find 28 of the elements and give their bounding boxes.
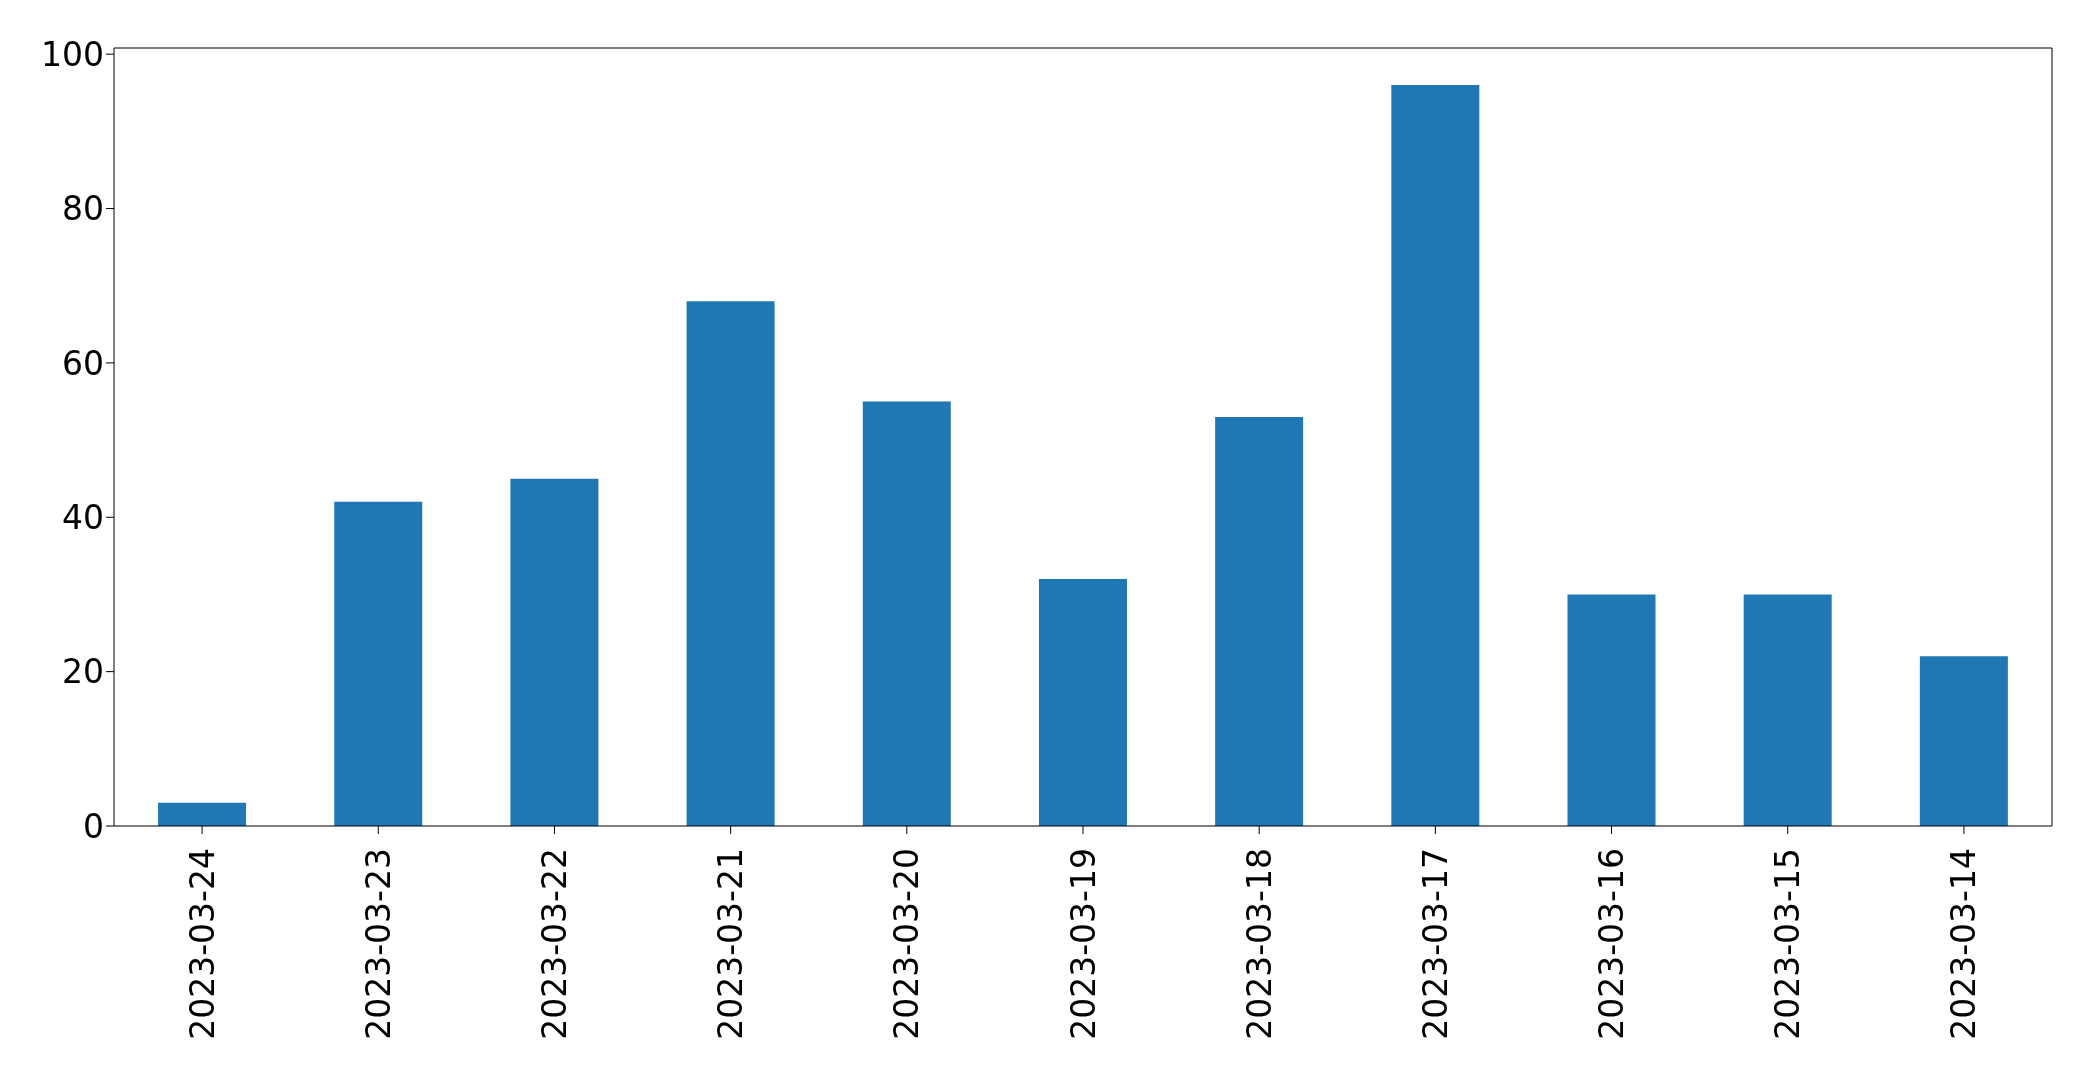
y-tick-label: 100	[41, 34, 104, 74]
y-tick-label: 60	[62, 343, 104, 383]
bar	[1038, 579, 1127, 826]
bar	[686, 301, 775, 826]
y-tick-label: 20	[62, 652, 104, 692]
x-tick-label: 2023-03-24	[182, 848, 222, 1040]
x-tick-label: 2023-03-21	[711, 848, 751, 1040]
bar	[1743, 594, 1832, 826]
y-tick-label: 0	[83, 806, 104, 846]
x-tick-label: 2023-03-16	[1592, 848, 1632, 1040]
bar	[1919, 656, 2008, 826]
bar	[158, 802, 247, 826]
bar	[862, 401, 951, 826]
bar	[510, 478, 599, 826]
x-tick-label: 2023-03-20	[887, 848, 927, 1040]
bar	[1391, 85, 1480, 826]
y-tick-label: 40	[62, 497, 104, 537]
x-tick-label: 2023-03-23	[358, 848, 398, 1040]
x-tick-label: 2023-03-22	[534, 848, 574, 1040]
bar	[1215, 416, 1304, 826]
x-tick-label: 2023-03-14	[1944, 848, 1984, 1040]
y-tick-label: 80	[62, 189, 104, 229]
x-tick-label: 2023-03-19	[1063, 848, 1103, 1040]
x-tick-label: 2023-03-15	[1768, 848, 1808, 1040]
x-tick-label: 2023-03-17	[1415, 848, 1455, 1040]
bar	[1567, 594, 1656, 826]
x-tick-label: 2023-03-18	[1239, 848, 1279, 1040]
bar	[334, 501, 423, 826]
